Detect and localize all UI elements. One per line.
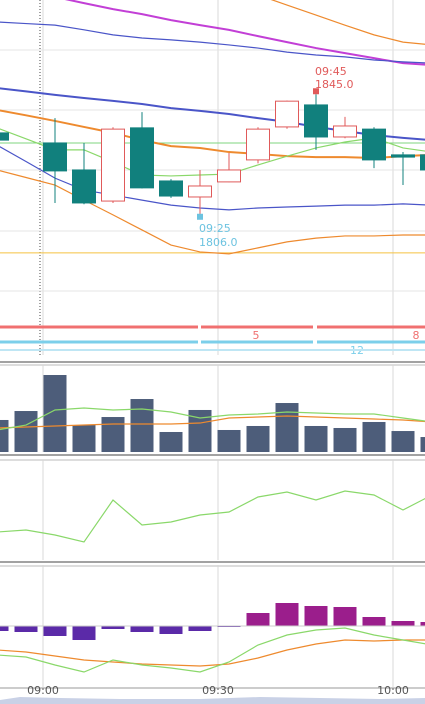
high-time: 09:45 bbox=[315, 65, 347, 78]
bar bbox=[101, 417, 125, 452]
candle-body bbox=[362, 128, 386, 161]
bar bbox=[391, 431, 415, 452]
bar bbox=[43, 626, 67, 636]
candle-body bbox=[246, 128, 270, 161]
candle-body bbox=[188, 185, 212, 198]
signal-label: 5 bbox=[253, 329, 260, 342]
indicator-line bbox=[0, 415, 425, 429]
candle-body bbox=[0, 132, 9, 141]
signal-label: 8 bbox=[413, 329, 420, 342]
indicator-line bbox=[0, 639, 425, 667]
bar bbox=[275, 603, 299, 626]
bar bbox=[101, 626, 125, 629]
bar bbox=[43, 375, 67, 452]
navigator-area bbox=[0, 697, 425, 704]
panel bbox=[0, 375, 425, 452]
bar bbox=[159, 626, 183, 634]
panel bbox=[0, 490, 425, 543]
bar bbox=[72, 626, 96, 640]
panel bbox=[0, 0, 425, 255]
panel bbox=[0, 603, 425, 673]
candle-body bbox=[333, 125, 357, 138]
low-price: 1806.0 bbox=[199, 236, 238, 249]
indicator-line bbox=[0, 490, 425, 543]
candle-body bbox=[130, 127, 154, 189]
indicator-line bbox=[0, 146, 425, 211]
candle-body bbox=[43, 142, 67, 172]
candle-body bbox=[304, 104, 328, 138]
bar bbox=[304, 425, 328, 452]
bar bbox=[333, 607, 357, 626]
bar bbox=[188, 409, 212, 452]
low-marker bbox=[197, 213, 203, 220]
indicator-line bbox=[64, 0, 425, 66]
bar bbox=[217, 429, 241, 452]
candle-body bbox=[420, 154, 425, 171]
candle-body bbox=[159, 180, 183, 197]
bar bbox=[130, 626, 154, 632]
bar bbox=[0, 419, 9, 452]
bar bbox=[14, 626, 38, 632]
indicator-line bbox=[0, 109, 425, 160]
bar bbox=[159, 431, 183, 452]
bar bbox=[420, 622, 425, 626]
bar bbox=[391, 621, 415, 626]
indicator-line bbox=[0, 87, 425, 141]
candle-body bbox=[275, 100, 299, 128]
indicator-line bbox=[0, 407, 425, 431]
bar bbox=[362, 617, 386, 626]
bar bbox=[420, 437, 425, 452]
bar bbox=[72, 425, 96, 452]
indicator-line bbox=[0, 21, 425, 64]
candle-body bbox=[217, 169, 241, 183]
bar bbox=[304, 606, 328, 626]
bar bbox=[246, 613, 270, 626]
bar bbox=[333, 427, 357, 452]
candle-body bbox=[72, 169, 96, 204]
x-tick-label: 09:00 bbox=[27, 684, 59, 697]
bar bbox=[246, 425, 270, 452]
bar bbox=[14, 411, 38, 452]
bar bbox=[0, 626, 9, 631]
candle-body bbox=[101, 128, 125, 202]
indicator-line bbox=[0, 128, 425, 177]
x-tick-label: 09:30 bbox=[202, 684, 234, 697]
indicator-line bbox=[0, 170, 425, 255]
x-tick-label: 10:00 bbox=[377, 684, 409, 697]
indicator-line bbox=[270, 0, 425, 45]
low-time: 09:25 bbox=[199, 222, 231, 235]
high-marker bbox=[313, 88, 319, 95]
bar bbox=[130, 399, 154, 452]
bar bbox=[188, 626, 212, 631]
bar bbox=[275, 403, 299, 452]
bar bbox=[362, 421, 386, 452]
indicator-line bbox=[0, 627, 425, 673]
candle-body bbox=[391, 154, 415, 158]
high-price: 1845.0 bbox=[315, 78, 354, 91]
